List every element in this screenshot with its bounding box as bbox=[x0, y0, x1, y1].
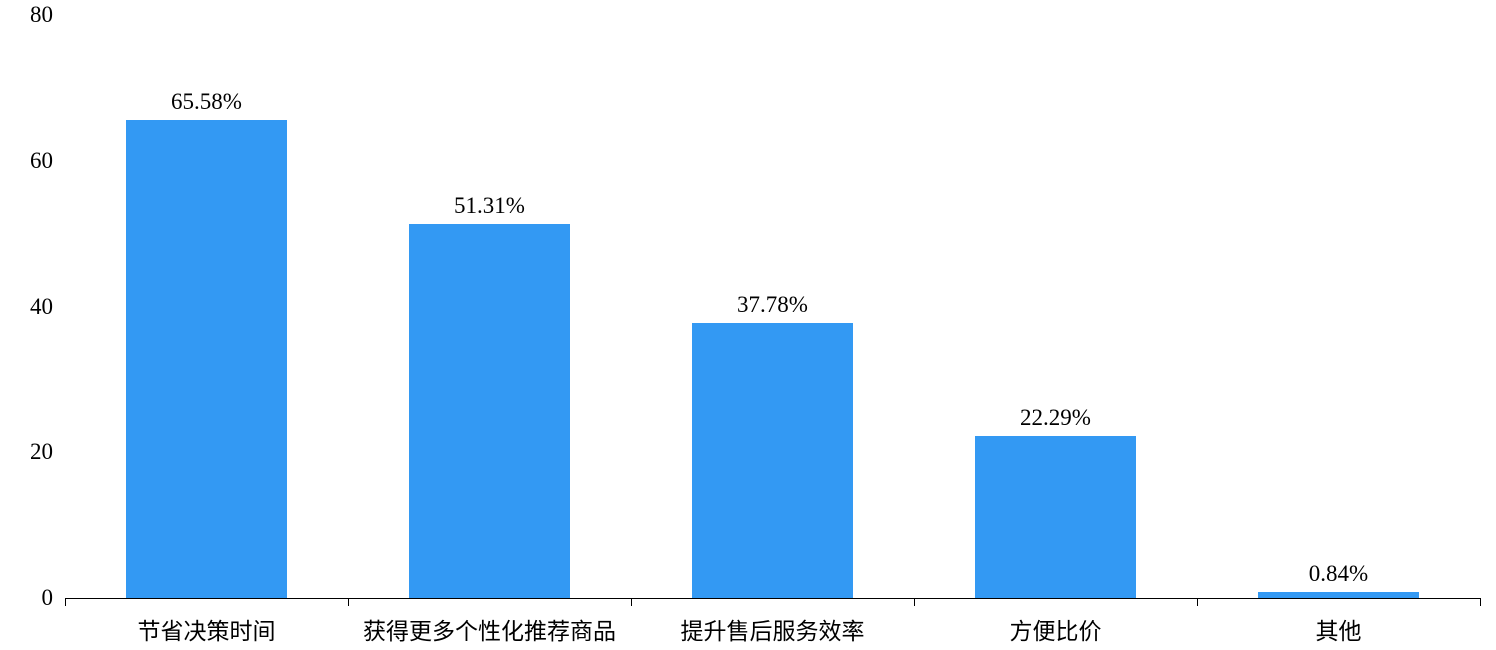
y-axis-tick-label: 60 bbox=[0, 148, 53, 174]
bar-value-label: 0.84% bbox=[1309, 561, 1368, 587]
bar-chart: 0 20 40 60 80 65.58% 节省决策时间 51.31% 获得更多个性化推荐商品 37… bbox=[0, 0, 1496, 650]
x-axis-category-label: 其他 bbox=[1316, 612, 1362, 646]
x-axis-tick bbox=[348, 598, 349, 606]
y-axis-tick-label: 40 bbox=[0, 294, 53, 320]
x-axis-category-label: 获得更多个性化推荐商品 bbox=[363, 612, 616, 646]
bar bbox=[692, 323, 853, 598]
x-axis-line bbox=[65, 598, 1480, 599]
x-axis-tick bbox=[631, 598, 632, 606]
x-axis-category-label: 节省决策时间 bbox=[138, 612, 276, 646]
bar-value-label: 51.31% bbox=[454, 193, 525, 219]
bar-value-label: 65.58% bbox=[171, 89, 242, 115]
x-axis-category-label: 提升售后服务效率 bbox=[681, 612, 865, 646]
bar bbox=[126, 120, 287, 598]
x-axis-tick bbox=[65, 598, 66, 606]
y-axis-tick-label: 0 bbox=[0, 585, 53, 611]
x-axis-category-label: 方便比价 bbox=[1010, 612, 1102, 646]
bar bbox=[975, 436, 1136, 598]
x-axis-tick bbox=[1480, 598, 1481, 606]
y-axis-tick-label: 20 bbox=[0, 439, 53, 465]
bar-value-label: 37.78% bbox=[737, 292, 808, 318]
x-axis-tick bbox=[914, 598, 915, 606]
bar-value-label: 22.29% bbox=[1020, 405, 1091, 431]
bar bbox=[409, 224, 570, 598]
y-axis-tick-label: 80 bbox=[0, 2, 53, 28]
x-axis-tick bbox=[1197, 598, 1198, 606]
